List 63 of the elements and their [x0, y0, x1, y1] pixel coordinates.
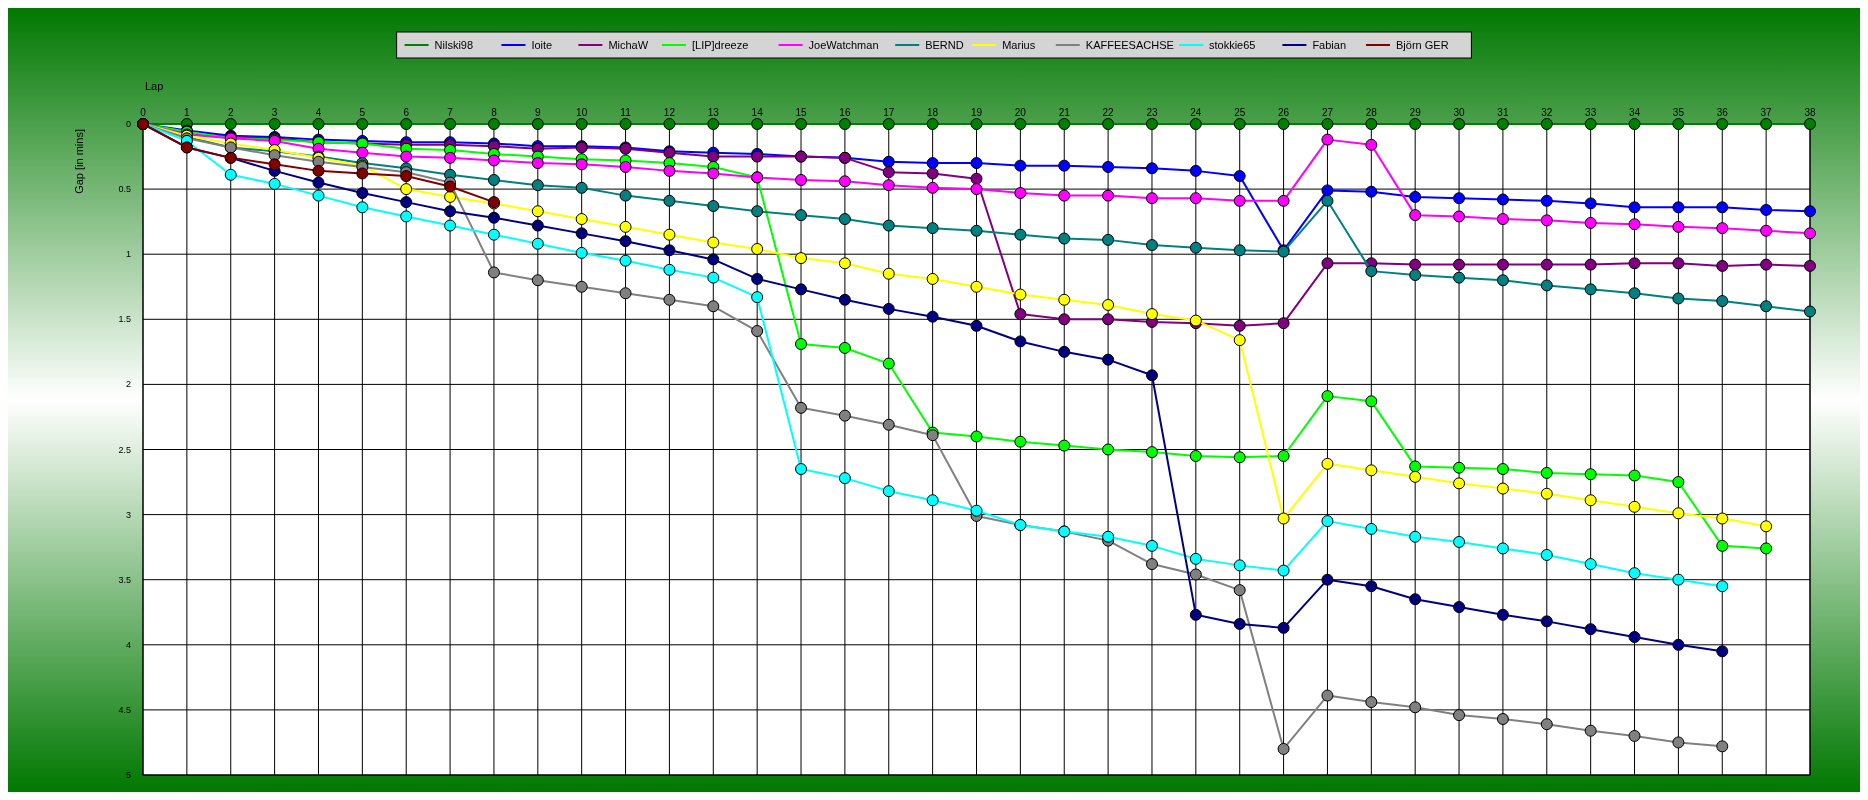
y-tick-label: 5	[125, 770, 131, 780]
x-tick-label: 22	[1102, 107, 1115, 118]
x-tick-label: 31	[1497, 107, 1509, 118]
x-tick-label: 12	[663, 107, 676, 118]
x-tick-label: 17	[883, 107, 895, 118]
x-tick-label: 21	[1058, 107, 1071, 118]
y-tick-label: 3.5	[118, 574, 131, 585]
legend-label: Nilski98	[434, 39, 474, 51]
x-tick-label: 15	[795, 107, 808, 118]
legend-label: JoeWatchman	[808, 39, 879, 51]
x-tick-label: 35	[1672, 107, 1685, 118]
legend-label: Marius	[1002, 39, 1036, 51]
x-tick-label: 18	[927, 107, 939, 118]
x-tick-label: 0	[140, 107, 147, 118]
y-axis-title: Gap [in mins]	[73, 129, 85, 194]
legend-label: MichaW	[608, 39, 649, 51]
x-tick-label: 25	[1234, 107, 1246, 118]
legend-label: Fabian	[1312, 39, 1347, 51]
y-tick-label: 4	[125, 639, 131, 650]
x-tick-label: 4	[315, 107, 322, 118]
x-tick-label: 9	[535, 107, 542, 118]
y-tick-label: 3	[125, 509, 131, 520]
legend-label: [LIP]dreeze	[692, 39, 749, 51]
x-tick-label: 29	[1409, 107, 1422, 118]
y-tick-label: 2	[125, 379, 131, 390]
x-tick-label: 11	[620, 107, 632, 118]
x-tick-label: 1	[184, 107, 191, 118]
y-tick-label: 2.5	[118, 444, 131, 455]
x-tick-label: 37	[1760, 107, 1773, 118]
y-tick-label: 0	[125, 119, 131, 129]
x-tick-label: 13	[707, 107, 720, 118]
y-tick-label: 1.5	[118, 314, 131, 325]
x-tick-label: 10	[576, 107, 588, 118]
legend-label: BERND	[925, 39, 964, 51]
x-tick-label: 27	[1321, 107, 1334, 118]
x-tick-label: 28	[1365, 107, 1378, 118]
x-tick-label: 6	[403, 107, 410, 118]
legend-label: KAFFEESACHSE	[1085, 39, 1174, 51]
x-tick-label: 30	[1453, 107, 1466, 118]
x-tick-label: 16	[839, 107, 851, 118]
x-tick-label: 26	[1278, 107, 1290, 118]
legend-label: Ioite	[531, 39, 553, 51]
legend-label: stokkie65	[1209, 39, 1256, 51]
x-tick-label: 7	[447, 107, 454, 118]
x-tick-label: 34	[1628, 107, 1641, 118]
y-tick-label: 1	[125, 249, 131, 260]
x-tick-label: 19	[970, 107, 983, 118]
x-tick-label: 14	[751, 107, 764, 118]
x-tick-label: 5	[359, 107, 366, 118]
x-tick-label: 3	[271, 107, 278, 118]
y-tick-label: 4.5	[118, 704, 131, 715]
x-tick-label: 23	[1146, 107, 1158, 118]
x-tick-label: 32	[1541, 107, 1553, 118]
legend-label: Björn GER	[1396, 39, 1449, 51]
x-tick-label: 38	[1804, 107, 1816, 118]
x-tick-label: 20	[1014, 107, 1027, 118]
x-tick-label: 2	[227, 107, 234, 118]
x-axis-title: Lap	[145, 80, 164, 92]
x-tick-label: 24	[1190, 107, 1202, 118]
y-tick-label: 0.5	[118, 184, 131, 195]
x-tick-label: 33	[1585, 107, 1597, 118]
x-tick-label: 36	[1716, 107, 1729, 118]
x-tick-label: 8	[491, 107, 498, 118]
